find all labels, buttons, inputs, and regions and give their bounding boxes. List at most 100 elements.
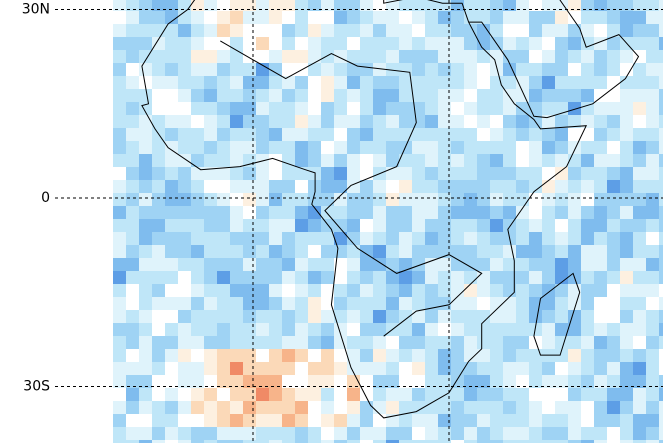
field-cell — [308, 232, 321, 245]
field-cell — [243, 388, 256, 401]
field-cell — [594, 297, 607, 310]
field-cell — [230, 89, 243, 102]
field-cell — [659, 401, 663, 414]
field-cell — [633, 24, 646, 37]
field-cell — [139, 349, 152, 362]
field-cell — [217, 102, 230, 115]
field-cell — [178, 141, 191, 154]
field-cell — [516, 115, 529, 128]
field-cell — [334, 206, 347, 219]
field-cell — [477, 245, 490, 258]
field-cell — [204, 11, 217, 24]
field-cell — [295, 167, 308, 180]
field-cell — [542, 414, 555, 427]
field-cell — [464, 76, 477, 89]
field-cell — [217, 375, 230, 388]
field-cell — [516, 349, 529, 362]
field-cell — [477, 336, 490, 349]
field-cell — [282, 128, 295, 141]
field-cell — [659, 180, 663, 193]
field-cell — [425, 414, 438, 427]
field-cell — [399, 24, 412, 37]
field-cell — [659, 388, 663, 401]
field-cell — [230, 401, 243, 414]
field-cell — [594, 323, 607, 336]
field-cell — [282, 271, 295, 284]
field-cell — [217, 50, 230, 63]
field-cell — [256, 24, 269, 37]
field-cell — [178, 323, 191, 336]
field-cell — [386, 37, 399, 50]
field-cell — [126, 284, 139, 297]
field-cell — [659, 154, 663, 167]
field-cell — [659, 323, 663, 336]
field-cell — [230, 310, 243, 323]
field-cell — [646, 232, 659, 245]
field-cell — [334, 11, 347, 24]
field-cell — [347, 128, 360, 141]
field-cell — [269, 258, 282, 271]
field-cell — [308, 180, 321, 193]
field-cell — [269, 102, 282, 115]
field-cell — [594, 310, 607, 323]
field-cell — [490, 115, 503, 128]
field-cell — [581, 206, 594, 219]
field-cell — [139, 284, 152, 297]
field-cell — [464, 297, 477, 310]
field-cell — [230, 141, 243, 154]
field-cell — [373, 388, 386, 401]
field-cell — [243, 50, 256, 63]
field-cell — [451, 323, 464, 336]
field-cell — [529, 102, 542, 115]
field-cell — [113, 180, 126, 193]
field-cell — [295, 284, 308, 297]
field-cell — [490, 128, 503, 141]
field-cell — [659, 310, 663, 323]
field-cell — [295, 414, 308, 427]
field-cell — [178, 427, 191, 440]
field-cell — [191, 24, 204, 37]
field-cell — [607, 180, 620, 193]
field-cell — [178, 232, 191, 245]
field-cell — [360, 258, 373, 271]
field-cell — [438, 180, 451, 193]
field-cell — [334, 388, 347, 401]
field-cell — [581, 245, 594, 258]
field-cell — [581, 115, 594, 128]
field-cell — [269, 245, 282, 258]
field-cell — [191, 0, 204, 11]
field-cell — [542, 219, 555, 232]
field-cell — [425, 310, 438, 323]
field-cell — [360, 206, 373, 219]
field-cell — [594, 50, 607, 63]
field-cell — [438, 50, 451, 63]
field-cell — [178, 37, 191, 50]
field-cell — [516, 297, 529, 310]
field-cell — [399, 362, 412, 375]
field-cell — [347, 284, 360, 297]
field-cell — [503, 0, 516, 11]
field-cell — [633, 128, 646, 141]
field-cell — [269, 11, 282, 24]
field-cell — [620, 11, 633, 24]
field-cell — [399, 245, 412, 258]
field-cell — [191, 427, 204, 440]
field-cell — [321, 362, 334, 375]
field-cell — [568, 24, 581, 37]
field-cell — [529, 245, 542, 258]
field-cell — [620, 167, 633, 180]
field-cell — [555, 219, 568, 232]
field-cell — [399, 11, 412, 24]
field-cell — [633, 245, 646, 258]
field-cell — [165, 50, 178, 63]
field-cell — [451, 180, 464, 193]
field-cell — [503, 297, 516, 310]
field-cell — [542, 362, 555, 375]
field-cell — [165, 271, 178, 284]
field-cell — [620, 362, 633, 375]
field-cell — [256, 427, 269, 440]
field-cell — [438, 89, 451, 102]
field-cell — [334, 193, 347, 206]
field-cell — [568, 167, 581, 180]
field-cell — [334, 414, 347, 427]
